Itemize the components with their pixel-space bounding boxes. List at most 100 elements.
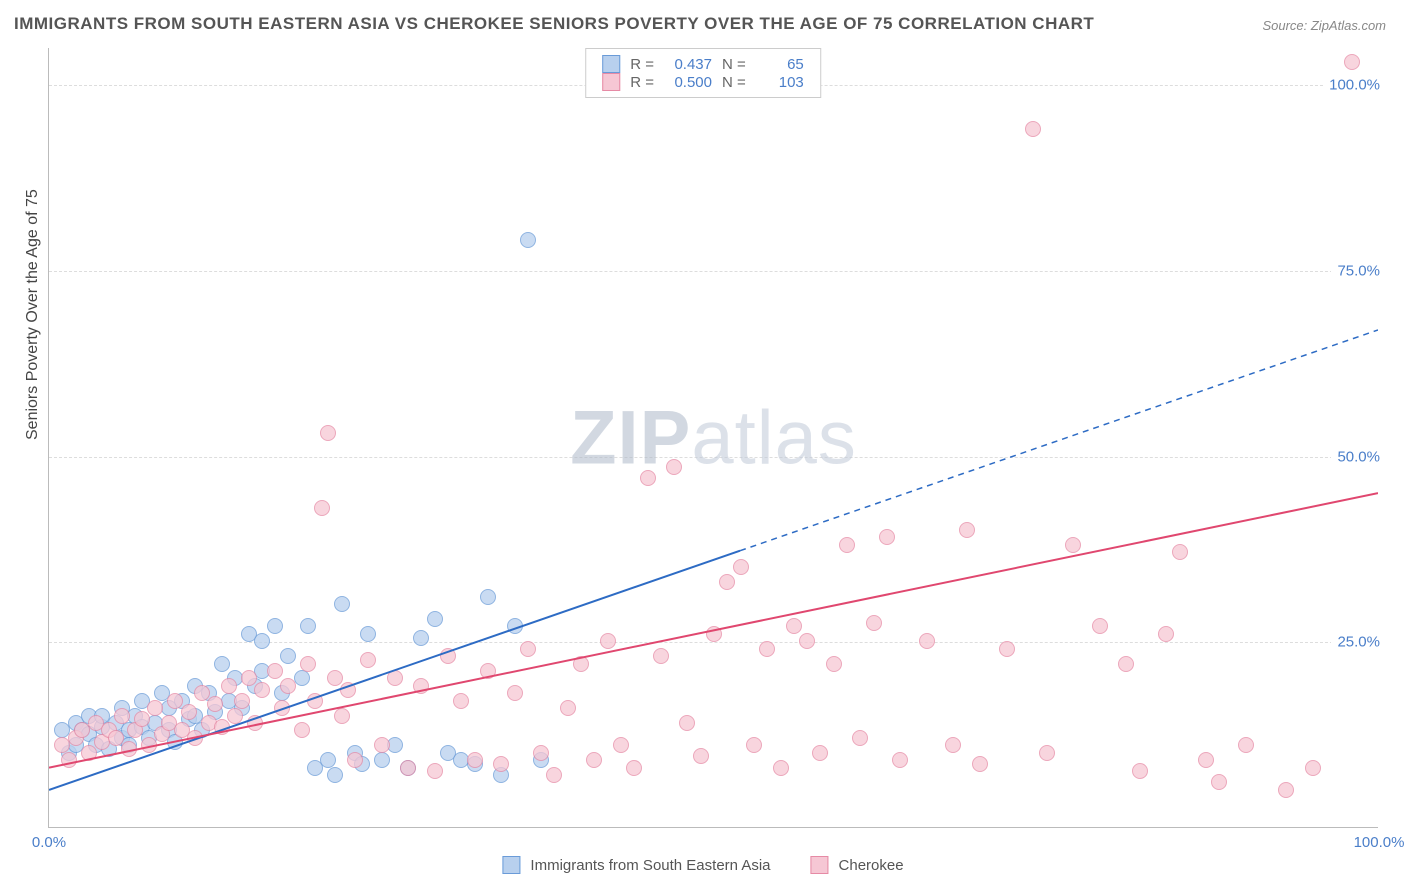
- scatter-point: [214, 656, 230, 672]
- scatter-point: [167, 693, 183, 709]
- gridline: [49, 642, 1378, 643]
- scatter-point: [1092, 618, 1108, 634]
- scatter-point: [786, 618, 802, 634]
- scatter-point: [147, 700, 163, 716]
- scatter-point: [999, 641, 1015, 657]
- scatter-point: [626, 760, 642, 776]
- scatter-point: [234, 693, 250, 709]
- scatter-point: [207, 696, 223, 712]
- scatter-point: [387, 670, 403, 686]
- scatter-point: [360, 626, 376, 642]
- gridline: [49, 271, 1378, 272]
- scatter-point: [1278, 782, 1294, 798]
- scatter-point: [719, 574, 735, 590]
- scatter-point: [693, 748, 709, 764]
- scatter-point: [852, 730, 868, 746]
- scatter-point: [307, 693, 323, 709]
- scatter-point: [839, 537, 855, 553]
- scatter-point: [826, 656, 842, 672]
- scatter-point: [1158, 626, 1174, 642]
- scatter-point: [134, 711, 150, 727]
- scatter-point: [300, 618, 316, 634]
- scatter-point: [334, 596, 350, 612]
- chart-title: IMMIGRANTS FROM SOUTH EASTERN ASIA VS CH…: [14, 14, 1094, 34]
- scatter-point: [560, 700, 576, 716]
- scatter-point: [374, 752, 390, 768]
- watermark: ZIPatlas: [570, 394, 857, 481]
- scatter-point: [812, 745, 828, 761]
- trend-line-dashed: [740, 330, 1378, 551]
- legend-swatch-0: [502, 856, 520, 874]
- scatter-point: [114, 708, 130, 724]
- scatter-point: [746, 737, 762, 753]
- x-tick-label: 100.0%: [1354, 834, 1405, 851]
- scatter-point: [600, 633, 616, 649]
- scatter-point: [1172, 544, 1188, 560]
- scatter-point: [267, 618, 283, 634]
- chart-area: ZIPatlas 25.0%50.0%75.0%100.0%0.0%100.0%: [48, 48, 1378, 828]
- scatter-point: [640, 470, 656, 486]
- y-tick-label: 50.0%: [1331, 448, 1380, 465]
- legend-r-label: R =: [630, 56, 654, 73]
- legend-r-value-0: 0.437: [664, 56, 712, 73]
- scatter-point: [1132, 763, 1148, 779]
- legend-series-label-1: Cherokee: [839, 857, 904, 874]
- scatter-point: [480, 589, 496, 605]
- legend-item: Immigrants from South Eastern Asia: [502, 856, 770, 874]
- legend-item: Cherokee: [811, 856, 904, 874]
- legend-statistics: R = 0.437 N = 65 R = 0.500 N = 103: [585, 48, 821, 98]
- scatter-point: [573, 656, 589, 672]
- scatter-point: [1065, 537, 1081, 553]
- scatter-point: [666, 459, 682, 475]
- scatter-point: [866, 615, 882, 631]
- legend-n-label: N =: [722, 56, 746, 73]
- plot-region: ZIPatlas 25.0%50.0%75.0%100.0%0.0%100.0%: [48, 48, 1378, 828]
- scatter-point: [108, 730, 124, 746]
- scatter-point: [520, 641, 536, 657]
- legend-r-label: R =: [630, 74, 654, 91]
- scatter-point: [972, 756, 988, 772]
- scatter-point: [241, 670, 257, 686]
- scatter-point: [453, 693, 469, 709]
- scatter-point: [340, 682, 356, 698]
- legend-row: R = 0.437 N = 65: [602, 55, 804, 73]
- scatter-point: [400, 760, 416, 776]
- legend-n-label: N =: [722, 74, 746, 91]
- scatter-point: [221, 678, 237, 694]
- scatter-point: [280, 648, 296, 664]
- scatter-point: [546, 767, 562, 783]
- legend-n-value-1: 103: [756, 74, 804, 91]
- y-tick-label: 75.0%: [1331, 262, 1380, 279]
- scatter-point: [327, 767, 343, 783]
- scatter-point: [267, 663, 283, 679]
- scatter-point: [141, 737, 157, 753]
- scatter-point: [334, 708, 350, 724]
- scatter-point: [413, 678, 429, 694]
- scatter-point: [413, 630, 429, 646]
- scatter-point: [1344, 54, 1360, 70]
- scatter-point: [360, 652, 376, 668]
- legend-swatch-0: [602, 55, 620, 73]
- scatter-point: [294, 722, 310, 738]
- x-tick-label: 0.0%: [32, 834, 66, 851]
- scatter-point: [679, 715, 695, 731]
- scatter-point: [214, 719, 230, 735]
- scatter-point: [1039, 745, 1055, 761]
- scatter-point: [493, 756, 509, 772]
- legend-series-label-0: Immigrants from South Eastern Asia: [530, 857, 770, 874]
- scatter-point: [773, 760, 789, 776]
- gridline: [49, 457, 1378, 458]
- scatter-point: [1238, 737, 1254, 753]
- scatter-point: [919, 633, 935, 649]
- scatter-point: [320, 752, 336, 768]
- scatter-point: [480, 663, 496, 679]
- watermark-atlas: atlas: [691, 395, 857, 480]
- legend-r-value-1: 0.500: [664, 74, 712, 91]
- scatter-point: [320, 425, 336, 441]
- legend-swatch-1: [602, 73, 620, 91]
- scatter-point: [280, 678, 296, 694]
- scatter-point: [181, 704, 197, 720]
- scatter-point: [274, 700, 290, 716]
- scatter-point: [314, 500, 330, 516]
- legend-swatch-1: [811, 856, 829, 874]
